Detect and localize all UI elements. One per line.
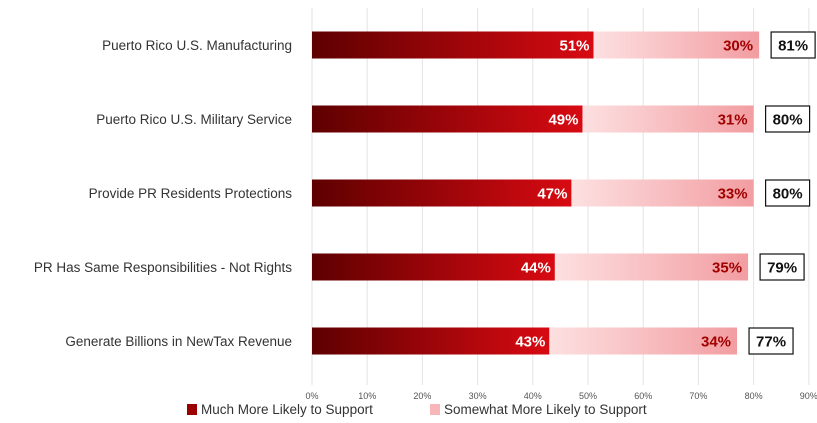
- category-label: Puerto Rico U.S. Military Service: [96, 112, 292, 127]
- total-value-label: 81%: [778, 38, 808, 55]
- bar-somewhat-more-likely: [582, 105, 754, 133]
- legend-swatch-much-more-likely: [187, 404, 197, 415]
- x-tick-label: 80%: [745, 391, 763, 401]
- x-tick-label: 20%: [413, 391, 431, 401]
- bar-much-more-likely: [312, 31, 594, 59]
- x-tick-label: 50%: [579, 391, 597, 401]
- x-tick-label: 40%: [524, 391, 542, 401]
- bars-group: 51% 30% 81% 49% 31% 80% 47% 33% 80% 44% 35% 79% 43% 3…: [312, 31, 816, 355]
- bar-value-label: 35%: [712, 260, 742, 277]
- category-label: Provide PR Residents Protections: [89, 186, 293, 201]
- total-value-label: 77%: [756, 334, 786, 351]
- total-box: [764, 105, 811, 133]
- category-label: PR Has Same Responsibilities - Not Right…: [34, 260, 292, 275]
- bar-value-label: 44%: [521, 260, 551, 277]
- bar-somewhat-more-likely: [549, 327, 738, 355]
- bar-value-label: 34%: [701, 334, 731, 351]
- legend-label-much-more-likely: Much More Likely to Support: [201, 402, 373, 417]
- bar-value-label: 47%: [537, 186, 567, 203]
- total-value-label: 80%: [773, 112, 803, 129]
- x-axis-ticks: 0% 10% 20% 30% 40% 50% 60% 70% 80% 90%: [305, 391, 817, 401]
- total-value-label: 80%: [773, 186, 803, 203]
- category-labels: Puerto Rico U.S. Manufacturing Puerto Ric…: [34, 38, 292, 349]
- bar-value-label: 43%: [515, 334, 545, 351]
- legend-label-somewhat-more-likely: Somewhat More Likely to Support: [444, 402, 647, 417]
- category-label: Puerto Rico U.S. Manufacturing: [102, 38, 292, 53]
- x-tick-label: 10%: [358, 391, 376, 401]
- legend: Much More Likely to Support Somewhat More…: [187, 402, 647, 417]
- bar-value-label: 51%: [559, 38, 589, 55]
- bar-somewhat-more-likely: [554, 253, 749, 281]
- bar-much-more-likely: [312, 327, 550, 355]
- total-box: [764, 179, 811, 207]
- bar-value-label: 49%: [548, 112, 578, 129]
- bar-much-more-likely: [312, 105, 583, 133]
- x-tick-label: 70%: [689, 391, 707, 401]
- bar-value-label: 31%: [718, 112, 748, 129]
- x-tick-label: 60%: [634, 391, 652, 401]
- x-tick-label: 0%: [305, 391, 318, 401]
- bar-somewhat-more-likely: [593, 31, 760, 59]
- bar-much-more-likely: [312, 253, 555, 281]
- x-tick-label: 30%: [469, 391, 487, 401]
- category-label: Generate Billions in NewTax Revenue: [65, 334, 292, 349]
- bar-much-more-likely: [312, 179, 572, 207]
- total-box: [770, 31, 816, 59]
- total-box: [759, 253, 805, 281]
- bar-value-label: 30%: [723, 38, 753, 55]
- bar-value-label: 33%: [718, 186, 748, 203]
- total-box: [748, 327, 794, 355]
- bar-somewhat-more-likely: [571, 179, 754, 207]
- x-tick-label: 90%: [800, 391, 817, 401]
- legend-swatch-somewhat-more-likely: [430, 404, 440, 415]
- total-value-label: 79%: [767, 260, 797, 277]
